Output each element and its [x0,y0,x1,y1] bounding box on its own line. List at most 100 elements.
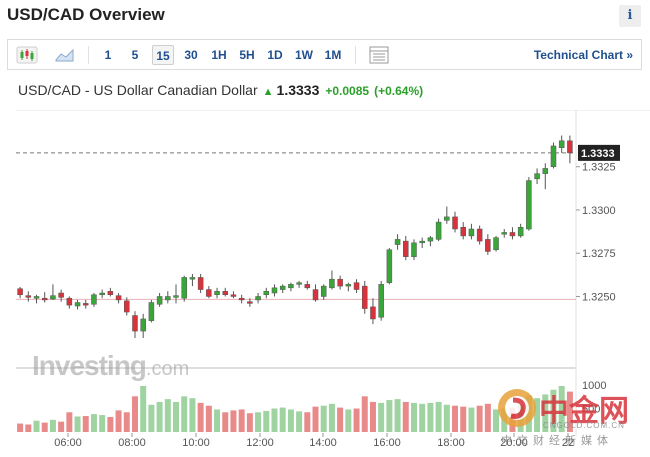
candle-body [526,180,532,230]
y-tick-label: 1.3250 [582,291,616,303]
candle-body [222,291,228,295]
candle-body [403,240,409,257]
candle-body [58,292,64,298]
candle-body [91,294,97,305]
last-price-axis-label: 1.3333 [581,148,615,160]
candle-body [165,296,171,301]
volume-bar [378,402,385,432]
candle-body [444,216,450,221]
interval-1d[interactable]: 1D [267,48,283,62]
volume-bar [566,391,573,432]
interval-5h[interactable]: 5H [239,48,255,62]
price-chart[interactable]: 1.3325 1.3300 1.3275 1.3250 1.3333 1000 500 06:… [0,110,650,457]
volume-bar [148,404,155,432]
candle-body [468,228,475,237]
candle-body [378,284,384,318]
interval-15[interactable]: 15 [152,45,174,65]
interval-1h[interactable]: 1H [211,48,227,62]
candle-body [99,292,105,295]
volume-bar [550,389,557,432]
candlestick-icon[interactable] [16,45,38,65]
candle-body [74,302,81,307]
candle-body [17,288,23,295]
volume-bar [287,409,294,432]
volume-bar [386,400,393,432]
volume-bar [271,408,278,432]
candle-body [50,295,56,300]
volume-bar [476,405,483,432]
volume-bar [17,423,24,432]
cngold-watermark: 中金网 CNGOLD.COM.CN 中文财经新媒体 [495,384,645,447]
volume-bar [181,396,188,432]
candle-body [66,297,73,306]
y-tick-label: 1.3275 [582,248,616,260]
volume-bar [304,412,311,432]
volume-bar [369,401,376,432]
area-chart-icon[interactable] [54,45,76,65]
candle-body [132,315,138,332]
interval-5[interactable]: 5 [131,48,139,62]
candle-body [534,173,540,180]
candle-body [279,285,286,290]
interval-1[interactable]: 1 [104,48,112,62]
technical-chart-link[interactable]: Technical Chart » [533,48,633,62]
volume-bar [197,402,204,432]
candle-body [370,306,376,320]
volume-bar [361,396,368,432]
x-tick-label: 06:00 [54,437,82,449]
x-tick-label: 18:00 [437,437,465,449]
candle-body [247,301,253,304]
volume-bar [115,410,122,432]
candle-body [83,303,89,306]
candle-body [550,145,557,167]
volume-bar [460,406,467,432]
volume-bar [345,409,352,432]
chart-settings-icon[interactable] [368,45,390,65]
candle-body [148,302,155,321]
candle-body [345,284,352,287]
interval-30[interactable]: 30 [184,48,198,62]
volume-bar [74,416,81,432]
candle-body [419,240,425,244]
page-title: USD/CAD Overview [7,5,165,24]
candle-body [107,291,114,295]
x-tick-label: 10:00 [182,437,210,449]
volume-bar [558,385,565,432]
last-price: 1.3333 [276,82,320,98]
cngold-logo-icon [498,389,536,427]
cngold-name: 中金网 [539,394,629,429]
candle-body [296,282,302,285]
y-tick-label: 1.3325 [582,162,616,174]
volume-axis-label: 500 [582,404,600,416]
info-button[interactable]: i [619,5,641,27]
cngold-domain: CNGOLD.COM.CN [543,421,625,430]
volume-bar [435,401,442,432]
candle-body [41,297,48,301]
volume-bar [410,402,417,432]
volume-bar [82,416,89,432]
interval-1w[interactable]: 1W [295,48,313,62]
candle-body [411,242,417,257]
volume-bar [337,407,344,432]
volume-bar [296,411,303,432]
price-change: +0.0085 [325,84,370,98]
candle-body [214,291,220,295]
volume-bar [246,413,253,432]
volume-bar [173,401,180,432]
volume-bar [214,409,221,432]
candle-body [263,291,270,295]
candle-body [124,300,130,313]
candle-body [493,237,499,251]
candle-body [558,140,565,148]
candle-body [197,277,204,290]
volume-bar [66,412,73,432]
y-tick-label: 1.3300 [582,205,616,217]
interval-1m[interactable]: 1M [324,48,342,62]
volume-bar [484,403,491,432]
candle-body [312,289,319,301]
volume-bar [452,405,459,432]
volume-bar [312,406,319,432]
volume-bar [164,399,171,432]
toolbar-divider [355,46,356,64]
candle-body [255,296,261,301]
